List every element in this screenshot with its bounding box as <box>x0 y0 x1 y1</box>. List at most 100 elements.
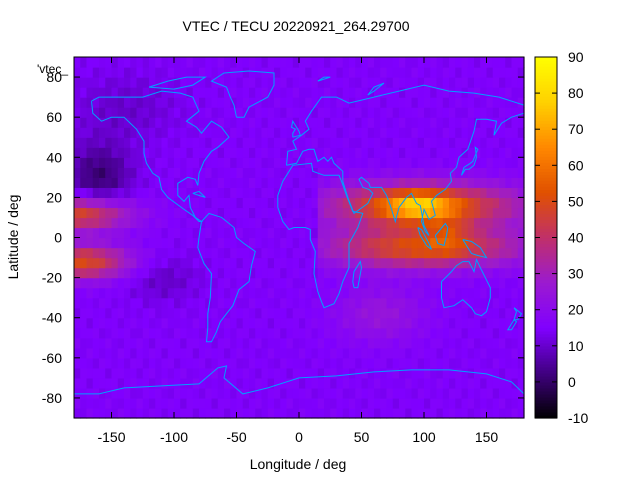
heatmap-cell <box>217 117 225 128</box>
heatmap-cell <box>430 347 438 359</box>
heatmap-cell <box>74 107 81 118</box>
heatmap-cell <box>86 117 94 128</box>
heatmap-cell <box>86 367 94 379</box>
heatmap-cell <box>449 247 456 259</box>
heatmap-cell <box>349 347 356 359</box>
heatmap-cell <box>124 187 131 198</box>
heatmap-cell <box>249 207 256 219</box>
heatmap-cell <box>511 137 519 148</box>
heatmap-cell <box>311 297 319 309</box>
colorbar-segment <box>535 264 557 269</box>
heatmap-cell <box>499 177 506 188</box>
heatmap-cell <box>255 407 263 419</box>
heatmap-cell <box>299 187 306 198</box>
heatmap-cell <box>174 327 181 339</box>
heatmap-cell <box>399 247 406 259</box>
heatmap-cell <box>305 67 313 78</box>
heatmap-cell <box>449 317 456 329</box>
heatmap-cell <box>224 127 231 138</box>
heatmap-cell <box>74 397 81 409</box>
heatmap-cell <box>380 127 388 138</box>
heatmap-cell <box>436 67 444 78</box>
heatmap-cell <box>105 267 113 279</box>
heatmap-cell <box>105 277 113 289</box>
heatmap-cell <box>211 57 219 68</box>
heatmap-cell <box>405 147 413 158</box>
heatmap-cell <box>217 147 225 158</box>
heatmap-cell <box>455 287 463 299</box>
heatmap-cell <box>211 347 219 359</box>
heatmap-cell <box>430 157 438 168</box>
heatmap-cell <box>142 137 150 148</box>
heatmap-cell <box>255 267 263 279</box>
heatmap-cell <box>342 347 350 359</box>
heatmap-cell <box>455 137 463 148</box>
heatmap-cell <box>499 197 506 209</box>
heatmap-cell <box>286 97 294 108</box>
heatmap-cell <box>161 107 169 118</box>
heatmap-cell <box>442 377 450 389</box>
heatmap-cell <box>142 337 150 349</box>
heatmap-cell <box>236 377 244 389</box>
heatmap-cell <box>117 287 125 299</box>
heatmap-cell <box>392 377 400 389</box>
heatmap-cell <box>286 357 294 369</box>
heatmap-cell <box>130 97 138 108</box>
colorbar-tick-label: 10 <box>568 338 584 354</box>
heatmap-cell <box>399 77 406 88</box>
heatmap-cell <box>505 197 513 209</box>
heatmap-cell <box>324 117 331 128</box>
heatmap-cell <box>367 227 375 239</box>
heatmap-cell <box>255 357 263 369</box>
heatmap-cell <box>461 347 469 359</box>
heatmap-cell <box>149 377 156 389</box>
heatmap-cell <box>399 187 406 198</box>
heatmap-cell <box>436 317 444 329</box>
heatmap-cell <box>480 387 488 399</box>
heatmap-cell <box>367 217 375 229</box>
heatmap-cell <box>517 337 525 349</box>
colorbar-segment <box>535 369 557 374</box>
heatmap-cell <box>424 137 431 148</box>
heatmap-cell <box>299 397 306 409</box>
heatmap-cell <box>486 197 494 209</box>
heatmap-cell <box>174 217 181 229</box>
heatmap-cell <box>330 197 338 209</box>
heatmap-cell <box>511 287 519 299</box>
heatmap-cell <box>517 157 525 168</box>
heatmap-cell <box>124 177 131 188</box>
heatmap-cell <box>361 157 369 168</box>
heatmap-cell <box>449 77 456 88</box>
heatmap-cell <box>99 117 106 128</box>
heatmap-cell <box>99 67 106 78</box>
heatmap-cell <box>324 327 331 339</box>
heatmap-cell <box>380 77 388 88</box>
heatmap-cell <box>349 277 356 289</box>
heatmap-cell <box>317 137 325 148</box>
heatmap-cell <box>380 287 388 299</box>
heatmap-cell <box>380 267 388 279</box>
colorbar-segment <box>535 372 557 377</box>
colorbar-segment <box>535 108 557 112</box>
heatmap-cell <box>467 337 475 349</box>
heatmap-cell <box>511 257 519 269</box>
heatmap-cell <box>236 77 244 88</box>
heatmap-cell <box>517 257 525 269</box>
heatmap-cell <box>361 167 369 178</box>
heatmap-cell <box>174 127 181 138</box>
heatmap-cell <box>436 107 444 118</box>
colorbar-segment <box>535 126 557 130</box>
heatmap-cell <box>330 307 338 319</box>
heatmap-cell <box>461 207 469 219</box>
heatmap-cell <box>180 167 188 178</box>
heatmap-cell <box>80 67 88 78</box>
heatmap-cell <box>380 407 388 419</box>
heatmap-cell <box>199 387 206 399</box>
heatmap-cell <box>255 317 263 329</box>
heatmap-cell <box>349 87 356 98</box>
heatmap-cell <box>505 307 513 319</box>
heatmap-cell <box>280 87 288 98</box>
heatmap-cell <box>367 237 375 249</box>
heatmap-cell <box>280 357 288 369</box>
heatmap-cell <box>442 247 450 259</box>
